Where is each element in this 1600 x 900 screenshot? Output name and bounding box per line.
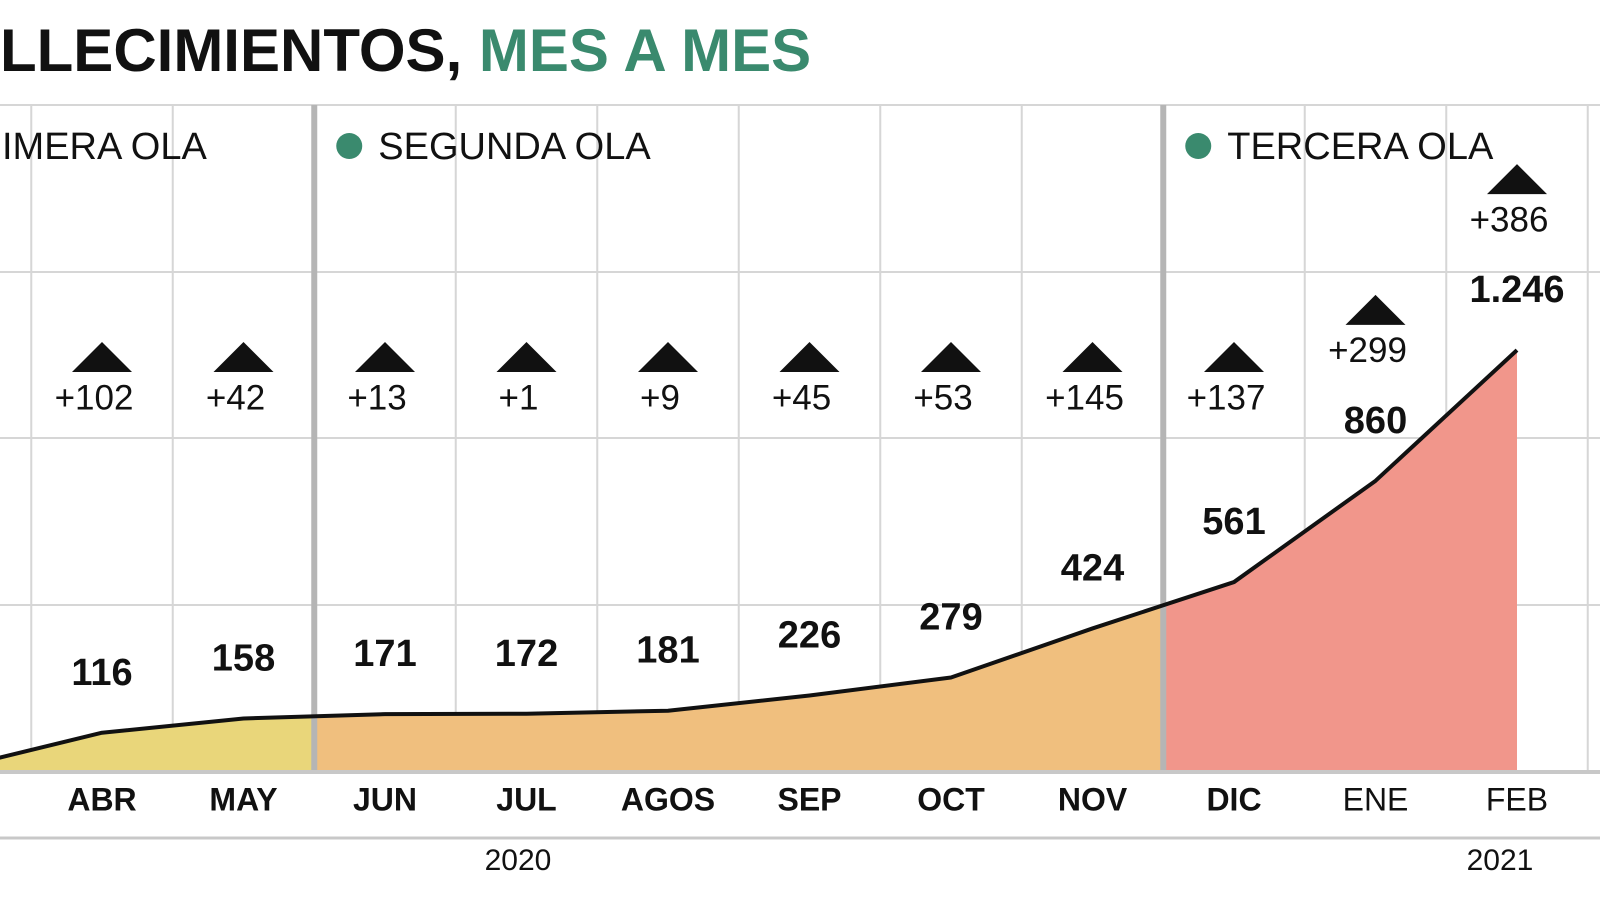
increment-arrow: [1487, 164, 1547, 195]
increment-arrow: [779, 342, 840, 372]
increment-arrow: [72, 342, 132, 372]
areas: [0, 350, 1517, 772]
x-tick-label: JUL: [496, 781, 556, 817]
x-tick-label: AGOS: [621, 781, 715, 817]
increment-arrow: [213, 342, 274, 372]
increment-arrow: [496, 342, 557, 372]
wave-dot: [1185, 133, 1212, 159]
wave-area: [0, 716, 315, 772]
x-tick-label: SEP: [777, 781, 841, 817]
wave-label: TERCERA OLA: [1227, 126, 1494, 168]
value-label: 424: [1061, 547, 1124, 589]
wave-label: IMERA OLA: [2, 126, 207, 168]
increment-label: +45: [772, 378, 831, 417]
increment-label: +42: [206, 378, 265, 417]
value-label: 279: [919, 597, 982, 639]
x-tick-label: DIC: [1206, 781, 1261, 817]
line: [0, 348, 1519, 760]
value-label: 860: [1344, 400, 1407, 442]
wave-area: [314, 605, 1164, 772]
title-highlight: MES A MES: [479, 17, 811, 84]
year-label: 2020: [485, 844, 552, 877]
increment-label: +9: [640, 378, 680, 417]
increment-arrow: [638, 342, 698, 372]
wave-area: [1163, 350, 1517, 772]
value-label: 561: [1202, 501, 1265, 543]
increment-arrow: [355, 342, 415, 372]
increment-label: +13: [347, 378, 406, 417]
increment-label: +145: [1045, 378, 1124, 417]
increment-arrow: [1345, 294, 1406, 325]
x-tick-label: OCT: [917, 781, 985, 817]
chart-title: LLECIMIENTOS, MES A MES: [0, 17, 811, 84]
value-label: 172: [495, 633, 558, 675]
wave-dot: [336, 133, 363, 159]
value-label: 158: [212, 638, 275, 680]
increment-arrow: [1062, 342, 1123, 372]
x-tick-label: MAY: [209, 781, 277, 817]
x-tick-label: JUN: [353, 781, 417, 817]
increment-label: +102: [55, 378, 134, 417]
x-tick-label: ABR: [67, 781, 136, 817]
increment-label: +1: [499, 378, 539, 417]
x-tick-label: NOV: [1058, 781, 1128, 817]
value-label: 226: [778, 615, 841, 657]
year-label: 2021: [1467, 844, 1534, 877]
x-tick-label: ENE: [1343, 781, 1409, 817]
increment-label: +137: [1187, 378, 1266, 417]
value-label: 181: [636, 630, 699, 672]
value-label: 1.246: [1469, 269, 1564, 311]
wave-label: SEGUNDA OLA: [378, 126, 651, 168]
value-label: 116: [71, 652, 132, 694]
increment-label: +386: [1470, 200, 1549, 239]
x-tick-label: FEB: [1486, 781, 1548, 817]
increment-label: +299: [1328, 331, 1407, 370]
value-label: 171: [353, 633, 416, 675]
increment-arrow: [1204, 342, 1264, 372]
increment-arrow: [921, 342, 981, 372]
title-main: LLECIMIENTOS,: [0, 17, 462, 84]
increment-label: +53: [913, 378, 972, 417]
